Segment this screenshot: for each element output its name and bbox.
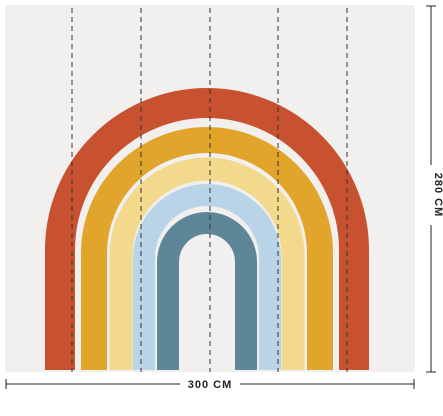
width-label: 300 CM	[188, 379, 233, 391]
rainbow-band-orange	[81, 127, 333, 370]
panel-dividers	[71, 8, 348, 372]
rainbow	[45, 88, 369, 370]
rainbow-band-dark-blue	[157, 212, 257, 370]
height-label: 280 CM	[432, 173, 443, 218]
rainbow-band-yellow	[109, 157, 305, 370]
height-dimension	[426, 5, 436, 373]
rainbow-band-red	[45, 88, 369, 370]
rainbow-band-light-blue	[133, 184, 281, 370]
width-dimension	[5, 379, 415, 389]
